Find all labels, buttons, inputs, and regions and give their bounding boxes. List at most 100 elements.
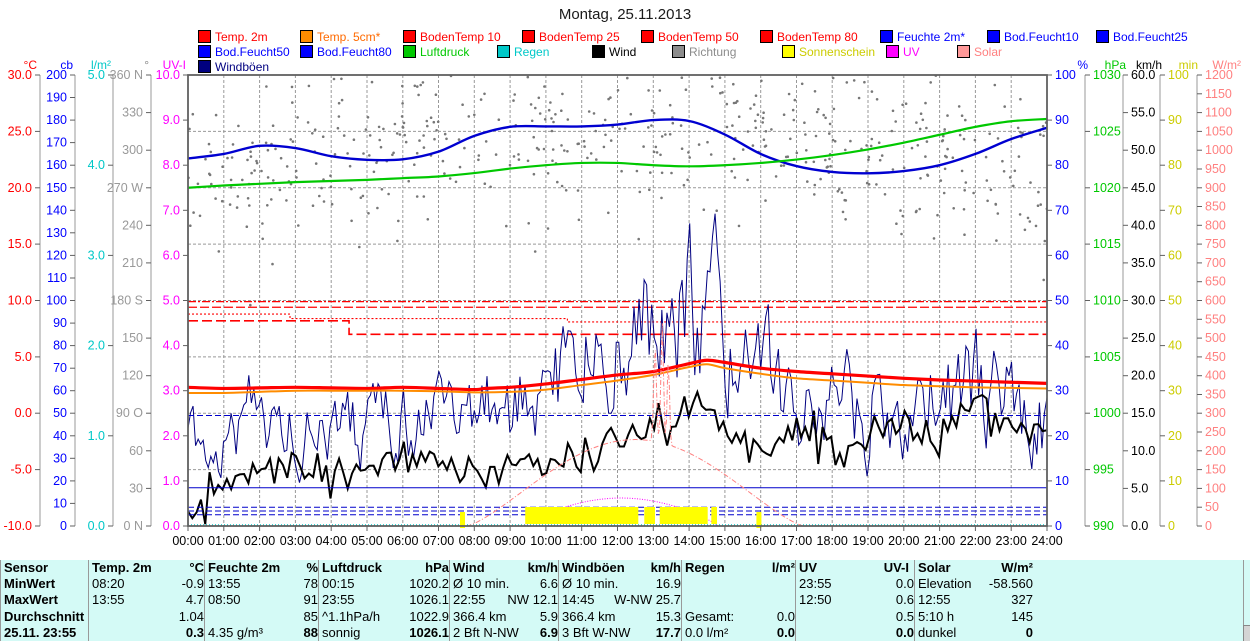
svg-text:0.0: 0.0 xyxy=(15,406,32,420)
svg-text:1.0: 1.0 xyxy=(163,474,180,488)
svg-text:10: 10 xyxy=(1055,474,1069,488)
svg-text:120: 120 xyxy=(122,369,143,383)
svg-text:30: 30 xyxy=(1168,384,1182,398)
svg-text:30: 30 xyxy=(1055,384,1069,398)
svg-text:190: 190 xyxy=(46,91,67,105)
svg-text:300: 300 xyxy=(122,143,143,157)
svg-text:30: 30 xyxy=(53,451,67,465)
svg-text:30: 30 xyxy=(129,481,143,495)
svg-text:15.0: 15.0 xyxy=(1131,406,1155,420)
svg-text:13:00: 13:00 xyxy=(638,534,669,548)
svg-text:60.0: 60.0 xyxy=(1131,68,1155,82)
svg-text:1050: 1050 xyxy=(1205,124,1233,138)
svg-text:20:00: 20:00 xyxy=(888,534,919,548)
svg-text:40: 40 xyxy=(1055,339,1069,353)
svg-text:90: 90 xyxy=(53,316,67,330)
svg-text:60: 60 xyxy=(53,384,67,398)
svg-text:300: 300 xyxy=(1205,406,1226,420)
svg-text:10: 10 xyxy=(1168,474,1182,488)
svg-text:17:00: 17:00 xyxy=(781,534,812,548)
svg-text:4.0: 4.0 xyxy=(88,158,105,172)
svg-text:90: 90 xyxy=(1055,113,1069,127)
svg-text:10.0: 10.0 xyxy=(1131,444,1155,458)
svg-text:14:00: 14:00 xyxy=(673,534,704,548)
svg-text:08:00: 08:00 xyxy=(459,534,490,548)
svg-text:20: 20 xyxy=(53,474,67,488)
svg-text:900: 900 xyxy=(1205,181,1226,195)
svg-text:8.0: 8.0 xyxy=(163,158,180,172)
svg-text:23:00: 23:00 xyxy=(996,534,1027,548)
svg-text:250: 250 xyxy=(1205,425,1226,439)
svg-text:180 S: 180 S xyxy=(110,294,143,308)
svg-text:05:00: 05:00 xyxy=(351,534,382,548)
svg-text:80: 80 xyxy=(1055,158,1069,172)
svg-text:10:00: 10:00 xyxy=(530,534,561,548)
svg-text:1000: 1000 xyxy=(1205,143,1233,157)
svg-text:6.0: 6.0 xyxy=(163,248,180,262)
svg-text:200: 200 xyxy=(46,68,67,82)
svg-text:2.0: 2.0 xyxy=(88,339,105,353)
svg-text:10.0: 10.0 xyxy=(156,68,180,82)
svg-text:1020: 1020 xyxy=(1093,181,1121,195)
svg-text:90: 90 xyxy=(1168,113,1182,127)
svg-text:5.0: 5.0 xyxy=(15,350,32,364)
svg-text:25.0: 25.0 xyxy=(1131,331,1155,345)
svg-text:1015: 1015 xyxy=(1093,237,1121,251)
svg-text:12:00: 12:00 xyxy=(602,534,633,548)
svg-text:03:00: 03:00 xyxy=(280,534,311,548)
svg-text:160: 160 xyxy=(46,158,67,172)
svg-text:150: 150 xyxy=(122,331,143,345)
svg-text:1010: 1010 xyxy=(1093,294,1121,308)
svg-text:19:00: 19:00 xyxy=(852,534,883,548)
svg-text:270 W: 270 W xyxy=(107,181,143,195)
svg-text:7.0: 7.0 xyxy=(163,203,180,217)
svg-text:55.0: 55.0 xyxy=(1131,106,1155,120)
svg-text:70: 70 xyxy=(1055,203,1069,217)
svg-text:10: 10 xyxy=(53,496,67,510)
svg-text:0: 0 xyxy=(1205,519,1212,533)
svg-text:400: 400 xyxy=(1205,369,1226,383)
svg-text:35.0: 35.0 xyxy=(1131,256,1155,270)
svg-text:3.0: 3.0 xyxy=(163,384,180,398)
svg-text:02:00: 02:00 xyxy=(244,534,275,548)
svg-text:330: 330 xyxy=(122,106,143,120)
svg-text:750: 750 xyxy=(1205,237,1226,251)
svg-text:15.0: 15.0 xyxy=(8,237,32,251)
svg-text:995: 995 xyxy=(1093,463,1114,477)
svg-text:950: 950 xyxy=(1205,162,1226,176)
svg-text:30.0: 30.0 xyxy=(1131,294,1155,308)
svg-text:20.0: 20.0 xyxy=(8,181,32,195)
svg-text:40.0: 40.0 xyxy=(1131,218,1155,232)
svg-text:210: 210 xyxy=(122,256,143,270)
svg-text:45.0: 45.0 xyxy=(1131,181,1155,195)
svg-text:25.0: 25.0 xyxy=(8,124,32,138)
svg-text:0.0: 0.0 xyxy=(88,519,105,533)
svg-text:990: 990 xyxy=(1093,519,1114,533)
svg-text:850: 850 xyxy=(1205,200,1226,214)
svg-text:0: 0 xyxy=(1168,519,1175,533)
svg-text:130: 130 xyxy=(46,226,67,240)
svg-text:0.0: 0.0 xyxy=(1131,519,1148,533)
svg-text:20: 20 xyxy=(1168,429,1182,443)
svg-text:0: 0 xyxy=(1055,519,1062,533)
svg-text:30.0: 30.0 xyxy=(8,68,32,82)
svg-text:16:00: 16:00 xyxy=(745,534,776,548)
svg-text:60: 60 xyxy=(1055,248,1069,262)
svg-text:70: 70 xyxy=(1168,203,1182,217)
svg-text:100: 100 xyxy=(1055,68,1076,82)
svg-text:1100: 1100 xyxy=(1205,106,1232,120)
svg-text:00:00: 00:00 xyxy=(172,534,203,548)
svg-text:01:00: 01:00 xyxy=(208,534,239,548)
svg-text:20: 20 xyxy=(1055,429,1069,443)
svg-text:10.0: 10.0 xyxy=(8,294,32,308)
svg-text:650: 650 xyxy=(1205,275,1226,289)
svg-text:-5.0: -5.0 xyxy=(10,463,32,477)
svg-text:60: 60 xyxy=(129,444,143,458)
svg-text:09:00: 09:00 xyxy=(494,534,525,548)
svg-text:9.0: 9.0 xyxy=(163,113,180,127)
svg-text:100: 100 xyxy=(46,294,67,308)
svg-text:70: 70 xyxy=(53,361,67,375)
svg-text:360 N: 360 N xyxy=(110,68,143,82)
svg-text:21:00: 21:00 xyxy=(924,534,955,548)
svg-text:50.0: 50.0 xyxy=(1131,143,1155,157)
